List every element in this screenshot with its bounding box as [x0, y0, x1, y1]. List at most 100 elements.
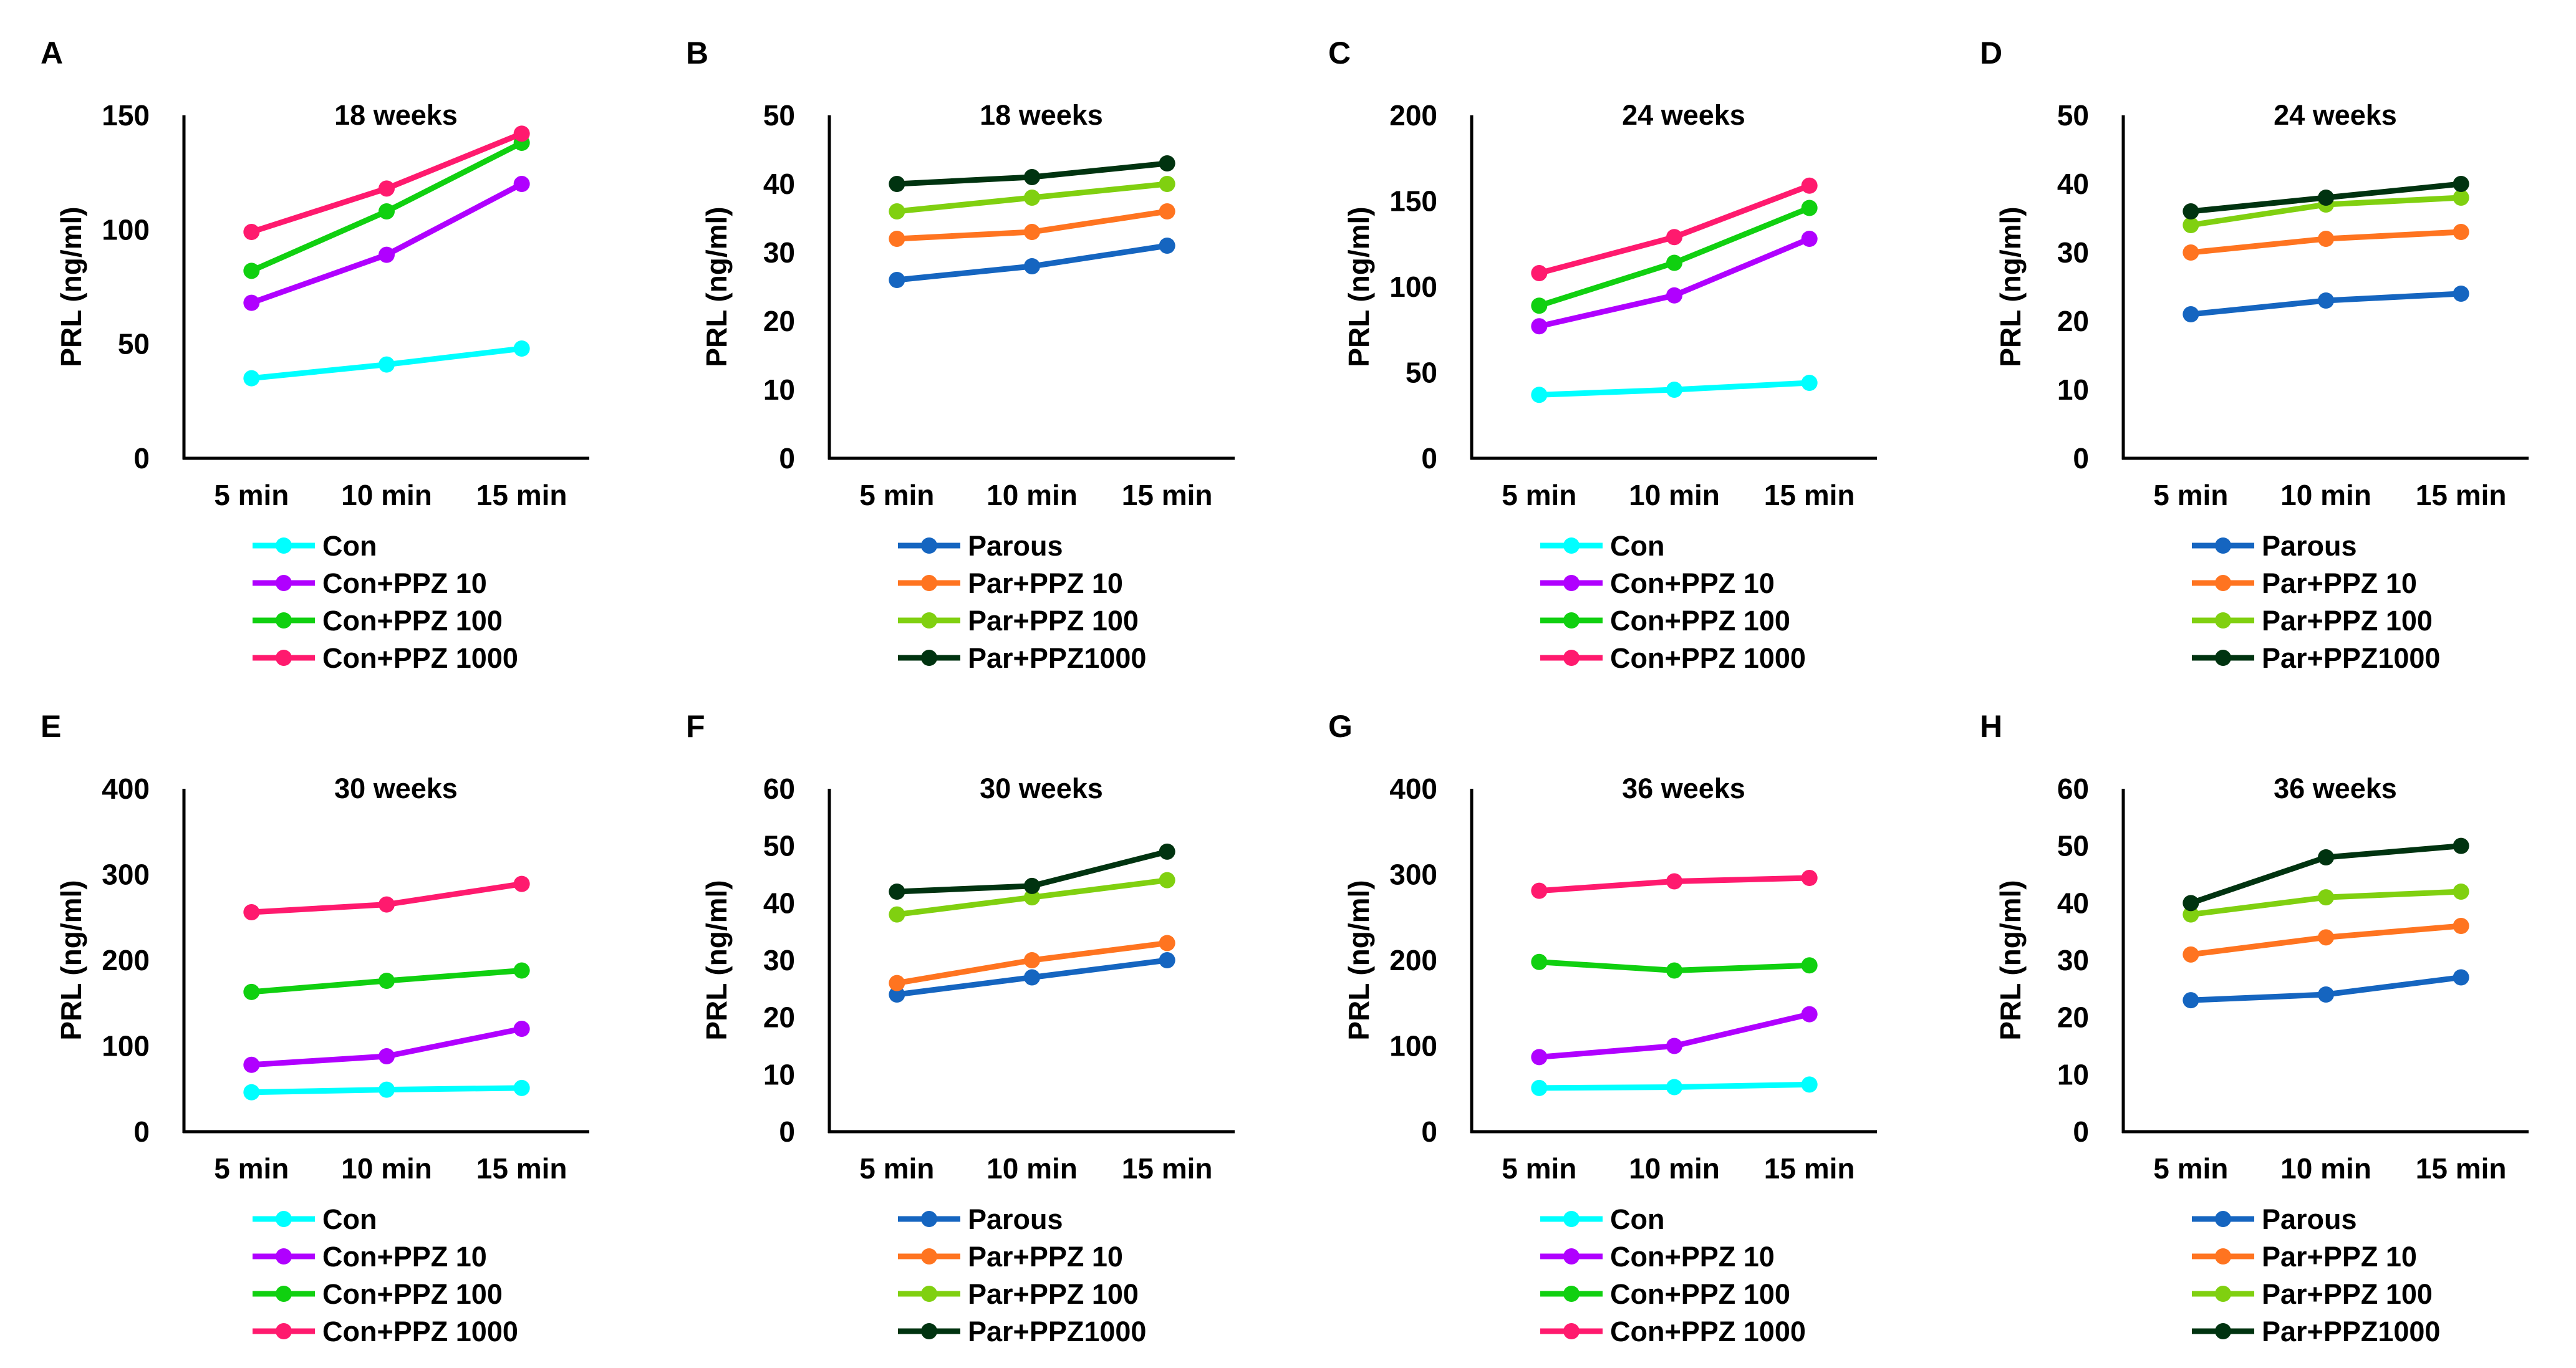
data-point — [2318, 231, 2334, 247]
legend-marker — [921, 1211, 937, 1227]
data-point — [1801, 870, 1818, 886]
data-point — [2183, 895, 2199, 912]
y-tick-label: 0 — [133, 1115, 150, 1148]
y-tick-label: 0 — [779, 442, 795, 474]
data-point — [1666, 1079, 1682, 1096]
data-point — [2318, 986, 2334, 1003]
y-tick-label: 400 — [1389, 773, 1437, 805]
data-point — [889, 975, 905, 991]
legend-marker — [921, 650, 937, 666]
legend-label: Con+PPZ 1000 — [1610, 642, 1806, 674]
legend-marker — [1563, 537, 1580, 554]
y-axis-label: PRL (ng/ml) — [55, 880, 87, 1040]
y-tick-label: 50 — [1406, 357, 1437, 389]
data-point — [243, 1084, 260, 1101]
data-point — [243, 904, 260, 920]
legend-label: Parous — [2262, 530, 2357, 562]
data-point — [1801, 1006, 1818, 1023]
y-tick-label: 150 — [102, 99, 150, 132]
y-tick-label: 0 — [779, 1115, 795, 1148]
data-point — [1159, 843, 1175, 860]
data-point — [1666, 229, 1682, 246]
legend-label: Con — [322, 530, 377, 562]
data-point — [243, 370, 260, 387]
data-point — [243, 294, 260, 311]
x-tick-label: 15 min — [476, 1152, 567, 1185]
y-tick-label: 100 — [102, 1030, 150, 1062]
data-point — [889, 203, 905, 219]
legend-marker — [2215, 650, 2231, 666]
panel-b: B 18 weeks 0 10 20 30 40 50 PRL (ng/ml) 5 min 10 m… — [686, 36, 1235, 674]
legend-marker — [2215, 612, 2231, 629]
data-point — [1159, 935, 1175, 951]
legend-label: Con — [1610, 1203, 1664, 1235]
legend-label: Parous — [968, 1203, 1063, 1235]
legend-marker — [276, 575, 292, 591]
x-tick-label: 10 min — [1629, 1152, 1720, 1185]
data-point — [1666, 382, 1682, 398]
series-line — [250, 181, 523, 306]
legend-marker — [1563, 612, 1580, 629]
panel-a: A 18 weeks 0 50 100 150 PRL (ng/ml) 5 min 10 min… — [41, 36, 589, 674]
data-point — [2183, 992, 2199, 1009]
legend-label: Par+PPZ1000 — [2262, 1316, 2440, 1347]
y-axis-label: PRL (ng/ml) — [700, 880, 733, 1040]
legend-label: Con+PPZ 10 — [1610, 1241, 1775, 1273]
data-point — [379, 356, 395, 373]
panel-g: G 36 weeks 0 100 200 300 400 PRL (ng/ml) 5 min 10… — [1328, 709, 1877, 1347]
data-point — [1801, 231, 1818, 247]
y-tick-label: 30 — [2057, 236, 2089, 269]
x-tick-label: 5 min — [859, 479, 934, 511]
y-tick-label: 40 — [2057, 168, 2089, 200]
y-tick-label: 150 — [1389, 185, 1437, 218]
x-tick-label: 5 min — [859, 1152, 934, 1185]
data-point — [1024, 190, 1040, 206]
y-tick-label: 60 — [2057, 773, 2089, 805]
data-point — [889, 906, 905, 923]
data-point — [1531, 1079, 1548, 1096]
chart-title: 36 weeks — [2274, 773, 2397, 804]
y-tick-label: 60 — [763, 773, 795, 805]
panel-label: G — [1328, 709, 1353, 744]
legend-marker — [276, 650, 292, 666]
legend-label: Con+PPZ 10 — [322, 567, 487, 599]
data-point — [243, 1056, 260, 1073]
y-tick-label: 20 — [2057, 305, 2089, 337]
chart-title: 24 weeks — [2274, 99, 2397, 131]
y-tick-label: 50 — [118, 328, 150, 360]
x-tick-label: 15 min — [2416, 1152, 2507, 1185]
data-point — [379, 973, 395, 989]
x-tick-label: 10 min — [987, 479, 1078, 511]
y-tick-label: 300 — [102, 859, 150, 891]
data-point — [2183, 306, 2199, 322]
legend-marker — [1563, 650, 1580, 666]
data-point — [1531, 387, 1548, 403]
data-point — [2318, 190, 2334, 206]
data-point — [1531, 1049, 1548, 1066]
data-point — [2453, 837, 2469, 854]
data-point — [1159, 155, 1175, 171]
data-point — [2453, 969, 2469, 986]
data-point — [1801, 177, 1818, 194]
legend-label: Par+PPZ 100 — [2262, 605, 2433, 637]
data-point — [2453, 884, 2469, 900]
legend-label: Con+PPZ 1000 — [1610, 1316, 1806, 1347]
legend-marker — [921, 612, 937, 629]
y-tick-label: 0 — [133, 442, 150, 474]
y-tick-label: 0 — [2073, 442, 2089, 474]
data-point — [1666, 287, 1682, 304]
data-point — [889, 272, 905, 288]
y-tick-label: 100 — [1389, 1030, 1437, 1062]
legend-marker — [276, 1323, 292, 1339]
data-point — [1159, 176, 1175, 192]
y-axis-label: PRL (ng/ml) — [55, 206, 87, 367]
legend-marker — [1563, 575, 1580, 591]
y-tick-label: 100 — [102, 213, 150, 246]
data-point — [2453, 286, 2469, 302]
legend-label: Par+PPZ 100 — [2262, 1278, 2433, 1310]
data-point — [2318, 929, 2334, 946]
panel-f: F 30 weeks 0 10 20 30 40 50 60 PRL (ng/ml) 5 min 10… — [686, 709, 1235, 1347]
legend-marker — [1563, 1286, 1580, 1302]
legend-marker — [276, 537, 292, 554]
